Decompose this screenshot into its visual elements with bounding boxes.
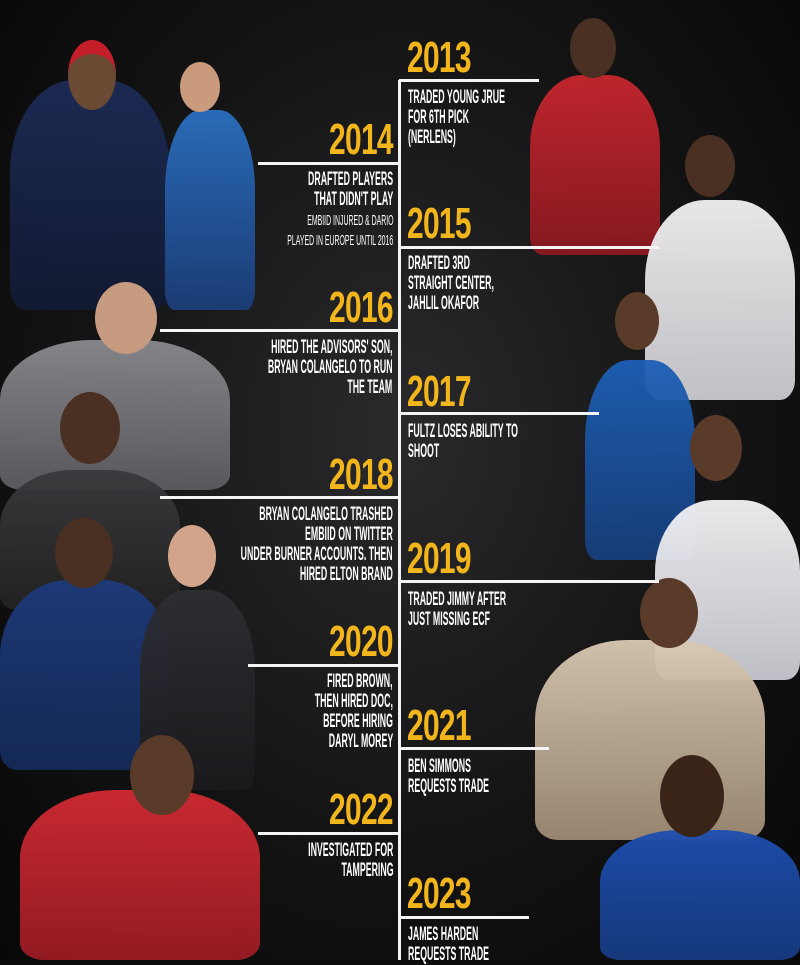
- photo-brown-head: [168, 525, 216, 587]
- event-2018: Bryan Colangelo trashed Embiid on Twitter…: [241, 504, 393, 585]
- timeline-connector-2023: [399, 916, 529, 919]
- photo-butler-head: [690, 415, 742, 481]
- photo-pj-tucker: [20, 790, 260, 960]
- photo-colangelo-head: [95, 282, 157, 354]
- year-2023: 2023: [407, 869, 472, 918]
- event-2023: James Harden requests trade: [408, 924, 490, 965]
- year-2013: 2013: [407, 33, 472, 82]
- year-2020: 2020: [329, 617, 394, 666]
- photo-nerlens-noel: [530, 75, 660, 255]
- event-2014: Drafted players that didn't play Embiid in…: [286, 169, 393, 250]
- event-2016: Hired the advisors' son, Bryan Colangelo …: [268, 337, 393, 398]
- photo-dario-head: [180, 62, 220, 112]
- photo-ben-simmons: [535, 640, 765, 840]
- timeline-connector-2020: [248, 664, 400, 667]
- photo-brand-head: [60, 392, 120, 464]
- year-2019: 2019: [407, 534, 472, 583]
- timeline-connector-2013: [399, 79, 539, 82]
- photo-noel-head: [570, 18, 616, 78]
- year-2015: 2015: [407, 199, 472, 248]
- year-2017: 2017: [407, 367, 472, 416]
- photo-rivers-head: [55, 518, 113, 588]
- year-2022: 2022: [329, 785, 394, 834]
- timeline-connector-2022: [258, 832, 400, 835]
- year-2018: 2018: [329, 450, 394, 499]
- photo-jahlil-okafor: [645, 200, 795, 400]
- event-2015: Drafted 3rd straight center, Jahlil Okafor: [408, 253, 494, 314]
- event-2022: Investigated for tampering: [307, 840, 393, 881]
- timeline-connector-2019: [399, 580, 659, 583]
- photo-fultz-head: [615, 292, 659, 350]
- event-2019: Traded Jimmy after just missing ECF: [408, 589, 507, 630]
- photo-embiid-head: [68, 40, 116, 110]
- event-2020: Fired Brown, then hired Doc, before hiring…: [314, 671, 393, 752]
- timeline-connector-2018: [160, 496, 400, 499]
- photo-harden-head: [660, 755, 724, 837]
- timeline-connector-2016: [160, 329, 400, 332]
- photo-okafor-head: [685, 135, 735, 197]
- timeline-connector-2015: [399, 246, 659, 249]
- event-2021: Ben Simmons requests trade: [408, 756, 490, 797]
- photo-embiid-crutches: [10, 80, 170, 310]
- event-2017: Fultz loses ability to shoot: [408, 421, 518, 462]
- year-2016: 2016: [329, 283, 394, 332]
- timeline-axis: [398, 80, 401, 960]
- timeline-connector-2017: [399, 412, 599, 415]
- timeline-connector-2021: [399, 747, 549, 750]
- year-2021: 2021: [407, 701, 472, 750]
- timeline-connector-2014: [258, 162, 400, 165]
- photo-dario-saric: [165, 110, 255, 310]
- photo-james-harden: [600, 830, 800, 960]
- photo-simmons-head: [640, 578, 698, 648]
- photo-tucker-head: [130, 735, 194, 815]
- year-2014: 2014: [329, 115, 394, 164]
- event-2013: Traded young Jrue for 6th pick (Nerlens): [408, 87, 505, 148]
